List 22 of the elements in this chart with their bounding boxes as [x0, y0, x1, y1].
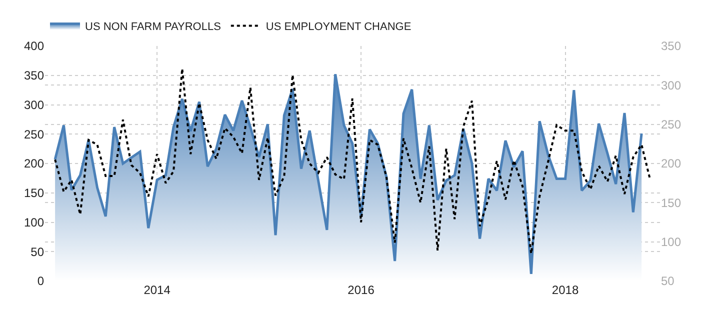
y-tick-label: 50	[30, 244, 44, 259]
y2-tick-label: 150	[661, 196, 682, 210]
y-tick-label: 300	[24, 98, 44, 112]
y2-tick-label: 50	[661, 274, 675, 288]
y-tick-label: 350	[24, 68, 44, 83]
y-tick-label: 150	[24, 186, 44, 200]
x-tick-label: 2014	[144, 283, 171, 297]
line-series	[54, 68, 652, 255]
y2-tick-label: 350	[661, 39, 682, 54]
y-tick-label: 100	[24, 215, 44, 230]
y2-tick-label: 200	[661, 156, 682, 171]
y-tick-label: 0	[37, 274, 44, 288]
y2-tick-label: 250	[661, 118, 682, 132]
y-tick-label: 400	[24, 39, 44, 54]
y-tick-label: 250	[24, 127, 44, 142]
legend-label: US EMPLOYMENT CHANGE	[266, 21, 412, 34]
y-tick-label: 200	[24, 156, 44, 171]
x-tick-label: 2018	[552, 283, 579, 297]
y2-tick-label: 100	[661, 235, 682, 250]
y2-tick-label: 300	[661, 78, 682, 92]
legend-label: US NON FARM PAYROLLS	[85, 21, 221, 34]
x-tick-label: 2016	[348, 283, 375, 297]
